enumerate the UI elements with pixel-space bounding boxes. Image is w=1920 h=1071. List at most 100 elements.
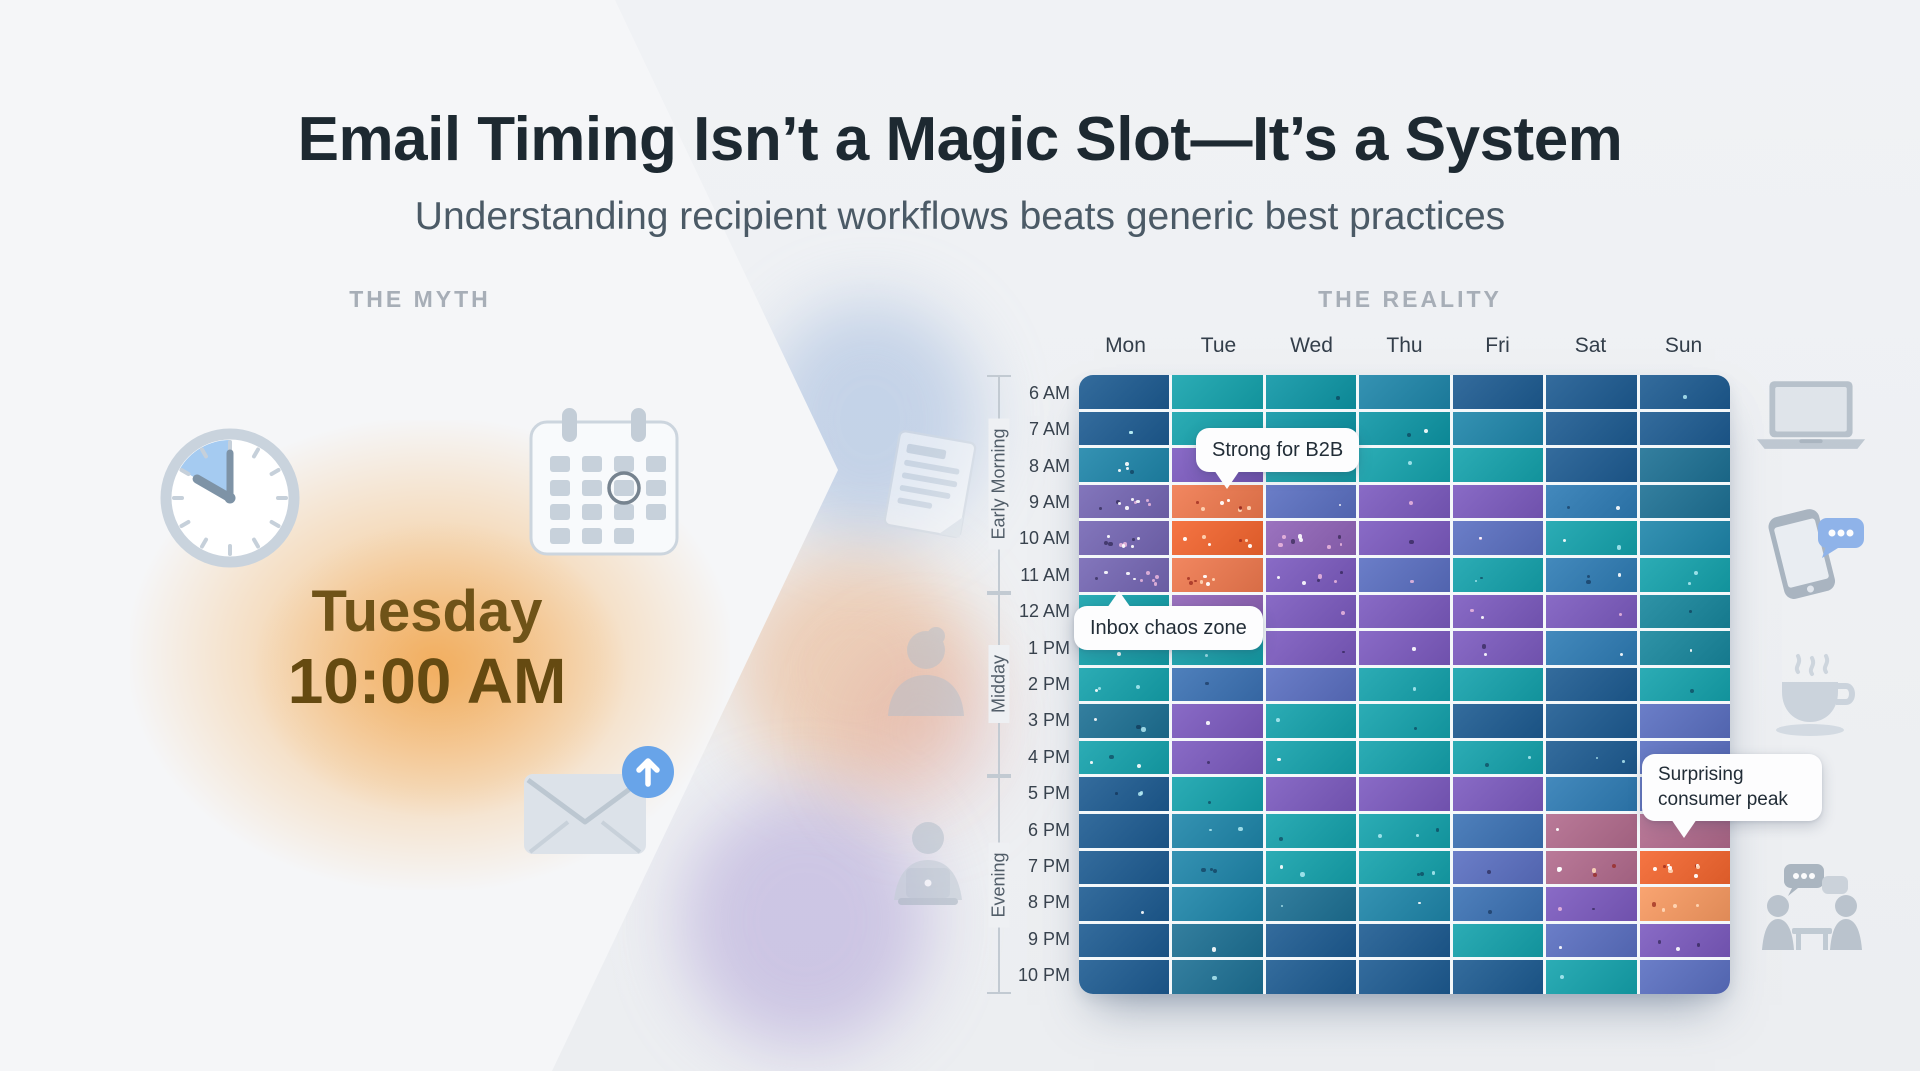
speckle-dot [1211, 947, 1216, 952]
day-label-sun: Sun [1664, 334, 1703, 357]
envelope-icon [524, 770, 650, 858]
speckle-dot [1334, 580, 1338, 584]
speckle-dot [1661, 908, 1666, 913]
time-label-2-pm: 2 PM [1027, 673, 1070, 694]
heatmap-cell-sun-9-pm [1639, 923, 1730, 958]
speckle-dot [1282, 534, 1286, 539]
heatmap-cell-sat-1-pm [1546, 631, 1637, 665]
row-group-label: Early Morning [988, 418, 1010, 550]
heatmap-cell-thu-10-am [1359, 521, 1450, 555]
calendar-icon [528, 408, 680, 558]
speckle-dot [1341, 610, 1346, 615]
myth-day-text: Tuesday [311, 579, 543, 644]
speckle-dot [1290, 539, 1296, 544]
heatmap-cell-sun-11-am [1639, 557, 1730, 592]
speckle-dot [1651, 902, 1657, 907]
coffee-icon [1760, 648, 1864, 740]
speckle-dot [1248, 544, 1253, 549]
speckle-dot [1412, 647, 1416, 651]
speckle-dot [1652, 867, 1657, 872]
heatmap-cell-tue-7-pm [1172, 850, 1263, 885]
speckle-dot [1488, 909, 1492, 914]
person-laptop-icon [878, 816, 978, 916]
day-label-mon: Mon [1105, 334, 1146, 357]
speckle-dot [1276, 718, 1281, 723]
speckle-dot [1208, 800, 1212, 804]
speckle-dot [1136, 536, 1140, 540]
heatmap-cell-tue-4-pm [1172, 740, 1263, 775]
speckle-dot [1141, 727, 1146, 732]
heatmap-cell-tue-6-am [1172, 375, 1263, 409]
heatmap-cell-fri-6-pm [1452, 814, 1544, 848]
heatmap-cell-mon-10-am [1079, 521, 1170, 555]
heatmap-cell-sun-3-pm [1639, 704, 1730, 738]
speckle-dot [1238, 507, 1242, 511]
speckle-dot [1418, 901, 1422, 905]
heatmap-cell-mon-2-pm [1079, 667, 1170, 702]
speckle-dot [1683, 395, 1687, 399]
speckle-dot [1219, 500, 1225, 506]
speckle-dot [1487, 870, 1492, 875]
speckle-dot [1558, 946, 1562, 950]
speckle-dot [1135, 684, 1140, 689]
heatmap-grid [1079, 375, 1730, 994]
time-label-4-pm: 4 PM [1027, 746, 1070, 767]
speckle-dot [1300, 872, 1305, 877]
time-label-10-am: 10 AM [1018, 528, 1070, 549]
speckle-dot [1099, 506, 1102, 510]
time-label-8-pm: 8 PM [1027, 892, 1070, 913]
page-subtitle: Understanding recipient workflows beats … [414, 195, 1506, 238]
heatmap-cell-wed-1-pm [1265, 631, 1357, 665]
heatmap-cell-sat-6-pm [1546, 814, 1637, 848]
heatmap-cell-tue-8-pm [1172, 887, 1263, 921]
speckle-dot [1431, 871, 1436, 875]
speckle-dot [1238, 827, 1243, 832]
time-label-6-am: 6 AM [1028, 382, 1070, 403]
speckle-dot [1478, 536, 1482, 540]
heatmap-cell-tue-10-am [1172, 521, 1263, 555]
row-group-midday: Midday [985, 593, 1013, 776]
heatmap-cell-mon-6-am [1079, 375, 1170, 409]
heatmap-cell-fri-12-am [1452, 594, 1544, 629]
speckle-dot [1470, 608, 1475, 613]
speckle-dot [1591, 868, 1597, 873]
heatmap-cell-mon-8-am [1079, 448, 1170, 482]
speckle-dot [1336, 396, 1340, 400]
day-label-sat: Sat [1574, 334, 1607, 357]
speckle-dot [1117, 469, 1121, 473]
speckle-dot [1619, 652, 1624, 657]
heatmap-cell-wed-4-pm [1265, 740, 1357, 775]
page-title: Email Timing Isn’t a Magic Slot—It’s a S… [297, 104, 1623, 174]
speckle-dot [1139, 791, 1144, 795]
speckle-dot [1117, 502, 1122, 506]
speckle-dot [1667, 863, 1670, 867]
speckle-dot [1408, 500, 1413, 505]
speckle-dot [1277, 757, 1281, 762]
heatmap-group-rail: Early Morning Midday Evening [985, 375, 1013, 994]
heatmap-cell-sat-3-pm [1546, 704, 1637, 738]
speckle-dot [1202, 574, 1207, 579]
heatmap-cell-sun-8-am [1639, 448, 1730, 482]
speckle-dot [1616, 545, 1622, 550]
speckle-dot [1694, 873, 1698, 878]
callout-tail-up-icon [1107, 591, 1131, 608]
speckle-dot [1130, 470, 1134, 474]
document-icon [880, 427, 980, 540]
heatmap-cell-wed-3-pm [1265, 704, 1357, 738]
speckle-dot [1695, 903, 1700, 908]
speckle-dot [1245, 538, 1248, 542]
heatmap-cell-mon-3-pm [1079, 704, 1170, 738]
row-group-label: Midday [988, 645, 1010, 724]
heatmap-cell-tue-3-pm [1172, 704, 1263, 738]
speckle-dot [1208, 828, 1212, 832]
speckle-dot [1693, 571, 1698, 576]
heatmap-cell-sat-2-pm [1546, 667, 1637, 702]
heatmap-cell-thu-11-am [1359, 557, 1450, 592]
heatmap-cell-mon-7-am [1079, 411, 1170, 446]
heatmap-cell-mon-9-pm [1079, 923, 1170, 958]
heatmap-cell-sat-8-am [1546, 448, 1637, 482]
speckle-dot [1663, 864, 1667, 868]
time-label-5-pm: 5 PM [1027, 783, 1070, 804]
speckle-dot [1131, 498, 1134, 502]
